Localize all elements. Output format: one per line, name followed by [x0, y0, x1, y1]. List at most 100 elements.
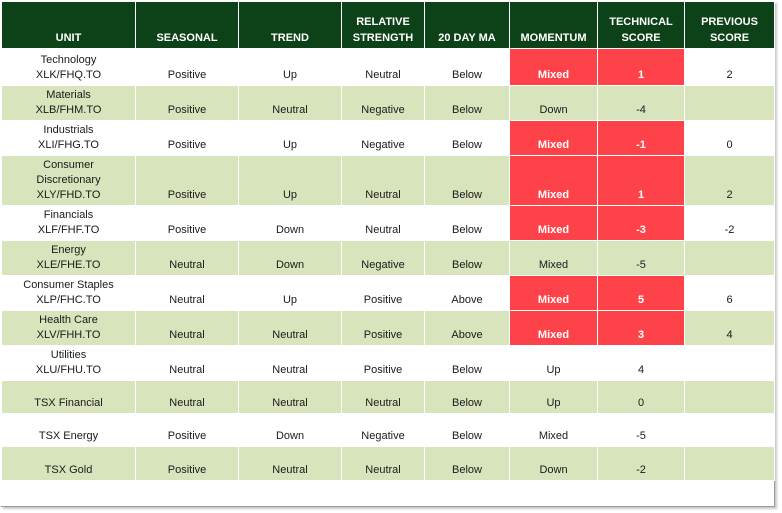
unit-label: Technology [40, 54, 97, 66]
relative-strength-cell: Neutral [341, 380, 425, 414]
table-row: Technology XLK/FHQ.TO Positive Up Neutral Bel… [1, 48, 775, 86]
unit-cell: Health Care XLV/FHH.TO [1, 310, 136, 346]
seasonal-cell: Positive [135, 205, 239, 241]
technical-score-cell: 4 [597, 345, 685, 381]
momentum-cell: Up [509, 380, 598, 414]
ma20-cell: Above [424, 310, 510, 346]
unit-cell: Financials XLF/FHF.TO [1, 205, 136, 241]
momentum-cell: Down [509, 85, 598, 121]
table-body: Technology XLK/FHQ.TO Positive Up Neutral Bel… [1, 48, 775, 481]
unit-cell: Consumer Staples XLP/FHC.TO [1, 275, 136, 311]
unit-label: XLE/FHE.TO [36, 259, 101, 271]
relative-strength-cell: Neutral [341, 205, 425, 241]
unit-label: XLB/FHM.TO [35, 104, 102, 116]
technical-score-cell: 1 [597, 48, 685, 86]
relative-strength-cell: Neutral [341, 446, 425, 481]
previous-score-cell: -2 [684, 205, 775, 241]
momentum-cell: Mixed [509, 155, 598, 206]
unit-cell: Industrials XLI/FHG.TO [1, 120, 136, 156]
unit-label: Consumer [43, 159, 94, 171]
relative-strength-cell: Positive [341, 275, 425, 311]
table-row: TSX Energy Positive Down Negative Below Mixed… [1, 413, 775, 447]
technical-score-cell: 3 [597, 310, 685, 346]
seasonal-cell: Neutral [135, 310, 239, 346]
previous-score-cell [684, 240, 775, 276]
unit-cell: TSX Gold [1, 446, 136, 481]
header-technical-score: TECHNICAL SCORE [597, 1, 685, 49]
technical-score-cell: 1 [597, 155, 685, 206]
previous-score-cell [684, 446, 775, 481]
unit-label: XLF/FHF.TO [37, 224, 100, 236]
trend-cell: Up [238, 120, 342, 156]
seasonal-cell: Neutral [135, 345, 239, 381]
table-row: TSX Financial Neutral Neutral Neutral Below U… [1, 380, 775, 414]
trend-cell: Up [238, 155, 342, 206]
ma20-cell: Below [424, 345, 510, 381]
trend-cell: Neutral [238, 345, 342, 381]
ma20-cell: Below [424, 155, 510, 206]
relative-strength-cell: Negative [341, 413, 425, 447]
table-row: Utilities XLU/FHU.TO Neutral Neutral Positiv… [1, 345, 775, 381]
unit-label: Financials [43, 209, 94, 221]
momentum-cell: Up [509, 345, 598, 381]
technical-score-cell: -1 [597, 120, 685, 156]
momentum-cell: Mixed [509, 205, 598, 241]
trend-cell: Down [238, 413, 342, 447]
table-row: Consumer Staples XLP/FHC.TO Neutral Up Posit… [1, 275, 775, 311]
ma20-cell: Below [424, 446, 510, 481]
unit-label: XLY/FHD.TO [36, 189, 101, 201]
relative-strength-cell: Positive [341, 345, 425, 381]
previous-score-cell: 4 [684, 310, 775, 346]
unit-label: XLI/FHG.TO [38, 139, 99, 151]
unit-label: Health Care [39, 314, 98, 326]
table-row: Financials XLF/FHF.TO Positive Down Neutral B… [1, 205, 775, 241]
seasonal-cell: Positive [135, 48, 239, 86]
unit-cell: Consumer Discretionary XLY/FHD.TO [1, 155, 136, 206]
seasonal-cell: Positive [135, 155, 239, 206]
previous-score-cell: 2 [684, 48, 775, 86]
ma20-cell: Below [424, 413, 510, 447]
relative-strength-cell: Negative [341, 240, 425, 276]
technical-score-cell: -5 [597, 413, 685, 447]
momentum-cell: Mixed [509, 120, 598, 156]
previous-score-cell [684, 380, 775, 414]
unit-cell: Materials XLB/FHM.TO [1, 85, 136, 121]
trend-cell: Neutral [238, 310, 342, 346]
unit-label: XLP/FHC.TO [36, 294, 101, 306]
previous-score-cell: 0 [684, 120, 775, 156]
unit-label: Utilities [50, 349, 87, 361]
seasonal-cell: Positive [135, 446, 239, 481]
trend-cell: Up [238, 48, 342, 86]
header-seasonal: SEASONAL [135, 1, 239, 49]
unit-label: Discretionary [36, 174, 101, 186]
sector-scorecard-table: UNIT SEASONAL TREND RELATIVE STRENGTH 20 … [1, 1, 775, 481]
table-row: TSX Gold Positive Neutral Neutral Below Down -… [1, 446, 775, 481]
header-previous-score: PREVIOUS SCORE [684, 1, 775, 49]
momentum-cell: Mixed [509, 240, 598, 276]
seasonal-cell: Neutral [135, 380, 239, 414]
header-unit: UNIT [1, 1, 136, 49]
unit-cell: Technology XLK/FHQ.TO [1, 48, 136, 86]
relative-strength-cell: Negative [341, 85, 425, 121]
header-20-day-ma: 20 DAY MA [424, 1, 510, 49]
momentum-cell: Mixed [509, 310, 598, 346]
seasonal-cell: Neutral [135, 240, 239, 276]
table-row: Materials XLB/FHM.TO Positive Neutral Negati… [1, 85, 775, 121]
trend-cell: Down [238, 240, 342, 276]
unit-label: Energy [51, 244, 86, 256]
header-relative-strength: RELATIVE STRENGTH [341, 1, 425, 49]
header-momentum: MOMENTUM [509, 1, 598, 49]
previous-score-cell [684, 413, 775, 447]
technical-score-cell: -5 [597, 240, 685, 276]
previous-score-cell: 2 [684, 155, 775, 206]
unit-cell: Utilities XLU/FHU.TO [1, 345, 136, 381]
unit-cell: Energy XLE/FHE.TO [1, 240, 136, 276]
ma20-cell: Below [424, 205, 510, 241]
table-row: Energy XLE/FHE.TO Neutral Down Negative Below… [1, 240, 775, 276]
unit-label: Consumer Staples [23, 279, 114, 291]
relative-strength-cell: Negative [341, 120, 425, 156]
seasonal-cell: Positive [135, 85, 239, 121]
previous-score-cell: 6 [684, 275, 775, 311]
trend-cell: Down [238, 205, 342, 241]
trend-cell: Up [238, 275, 342, 311]
